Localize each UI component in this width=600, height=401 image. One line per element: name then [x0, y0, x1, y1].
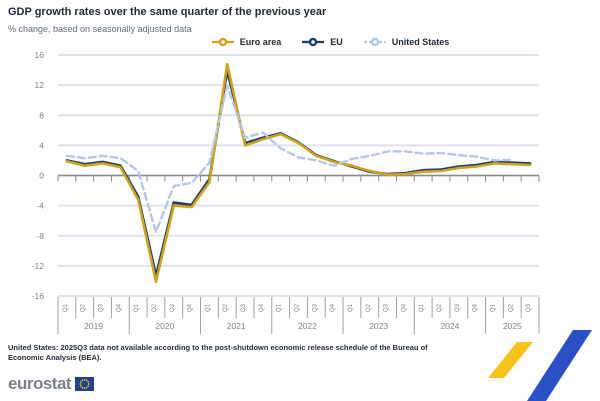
svg-text:Q4: Q4 — [330, 303, 336, 312]
svg-text:Q2: Q2 — [366, 303, 372, 312]
svg-text:Q3: Q3 — [312, 303, 318, 312]
svg-text:Q4: Q4 — [116, 303, 122, 312]
svg-text:Q4: Q4 — [473, 303, 479, 312]
legend-label-united-states: United States — [391, 37, 450, 47]
svg-text:8: 8 — [39, 110, 44, 120]
svg-text:Q3: Q3 — [170, 303, 176, 312]
eurostat-wordmark: eurostat — [8, 374, 72, 393]
svg-text:Q4: Q4 — [188, 303, 194, 312]
eu-flag-icon — [75, 377, 95, 391]
svg-text:12: 12 — [35, 80, 45, 90]
svg-text:0: 0 — [39, 171, 44, 181]
legend-item-united-states: United States — [363, 37, 450, 47]
svg-text:Q2: Q2 — [81, 303, 87, 312]
svg-text:Q2: Q2 — [437, 303, 443, 312]
chart-footnote: United States: 2025Q3 data not available… — [8, 343, 592, 362]
svg-text:2020: 2020 — [155, 321, 174, 331]
svg-text:Q1: Q1 — [419, 303, 425, 312]
svg-text:2025: 2025 — [503, 321, 522, 331]
svg-text:-16: -16 — [32, 291, 45, 301]
svg-text:Q1: Q1 — [205, 303, 211, 312]
series-line-eu — [65, 69, 532, 278]
svg-text:Q3: Q3 — [99, 303, 105, 312]
y-axis-labels: 16 12 8 4 0 -4 -8 -12 -16 — [32, 50, 45, 301]
legend-item-eu: EU — [301, 37, 343, 47]
united-states-line-marker-icon — [363, 37, 386, 47]
svg-text:Q4: Q4 — [259, 303, 265, 312]
svg-text:2019: 2019 — [84, 321, 103, 331]
svg-text:-4: -4 — [36, 201, 44, 211]
zero-axis — [57, 174, 540, 182]
svg-text:Q1: Q1 — [134, 303, 140, 312]
eu-line-marker-icon — [302, 37, 325, 47]
svg-text:Q3: Q3 — [526, 303, 532, 312]
legend-label-eu: EU — [330, 37, 343, 47]
svg-text:Q1: Q1 — [490, 303, 496, 312]
series-line-euro-area — [65, 62, 532, 284]
svg-text:-8: -8 — [36, 231, 44, 241]
svg-text:Q1: Q1 — [277, 303, 283, 312]
chart-legend: Euro area EU United States — [60, 37, 600, 47]
gridlines — [58, 54, 539, 297]
svg-text:2021: 2021 — [227, 321, 246, 331]
svg-text:Q2: Q2 — [223, 303, 229, 312]
legend-item-euro-area: Euro area — [211, 37, 282, 47]
svg-text:2022: 2022 — [298, 321, 317, 331]
svg-text:2024: 2024 — [440, 321, 459, 331]
svg-text:Q2: Q2 — [295, 303, 301, 312]
svg-text:Q3: Q3 — [384, 303, 390, 312]
svg-text:16: 16 — [35, 50, 45, 60]
svg-text:-12: -12 — [32, 261, 45, 271]
chart-subtitle: % change, based on seasonally adjusted d… — [8, 24, 192, 34]
x-axis-band: Q1 Q2 Q3 Q4 2019 Q1 Q2 Q3 Q4 2020 Q1 Q2 Q3 Q4 2021 Q1 Q2… — [57, 297, 540, 334]
chart-title: GDP growth rates over the same quarter o… — [8, 6, 327, 18]
legend-label-euro-area: Euro area — [239, 37, 282, 47]
svg-text:Q4: Q4 — [401, 303, 407, 312]
eurostat-logo: eurostat — [8, 374, 95, 394]
eurostat-ribbon-icon — [488, 330, 592, 401]
svg-text:Q3: Q3 — [241, 303, 247, 312]
svg-text:Q2: Q2 — [508, 303, 514, 312]
footnote-line-1: United States: 2025Q3 data not available… — [8, 343, 428, 352]
svg-text:4: 4 — [39, 140, 44, 150]
svg-text:Q3: Q3 — [455, 303, 461, 312]
footnote-line-2: Economic Analysis (BEA). — [8, 352, 102, 362]
svg-text:Q1: Q1 — [63, 303, 69, 312]
svg-text:Q1: Q1 — [348, 303, 354, 312]
series-line-united-states — [65, 84, 514, 234]
euro-area-line-marker-icon — [211, 37, 234, 47]
svg-text:2023: 2023 — [369, 321, 388, 331]
svg-text:Q2: Q2 — [152, 303, 158, 312]
